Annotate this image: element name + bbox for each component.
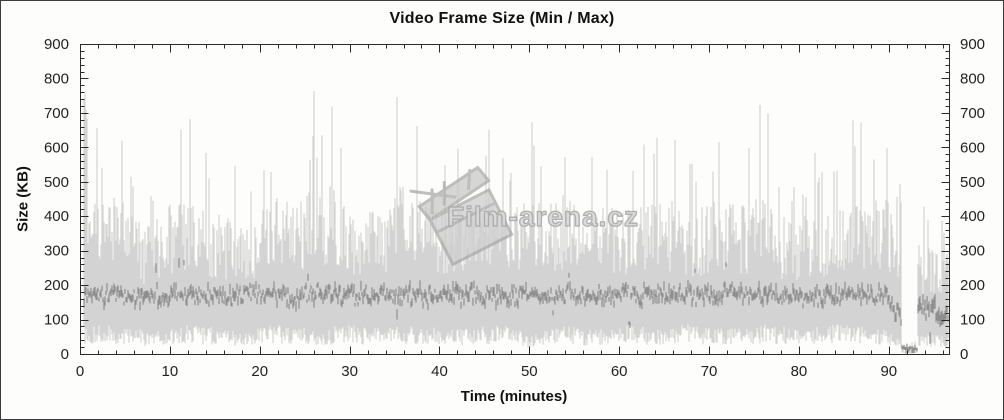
x-tick-label: 0 bbox=[76, 363, 84, 380]
x-tick-label: 80 bbox=[791, 363, 808, 380]
y-tick-label-left: 300 bbox=[44, 243, 69, 260]
x-tick-label: 20 bbox=[251, 363, 268, 380]
y-tick-label-right: 400 bbox=[960, 208, 985, 225]
y-tick-label-right: 500 bbox=[960, 174, 985, 191]
x-tick-label: 30 bbox=[341, 363, 358, 380]
y-tick-label-left: 800 bbox=[44, 70, 69, 87]
y-tick-label-left: 700 bbox=[44, 105, 69, 122]
minmax-range-band bbox=[83, 91, 949, 354]
y-tick-label-left: 0 bbox=[61, 346, 69, 363]
y-tick-label-right: 100 bbox=[960, 312, 985, 329]
y-tick-label-left: 400 bbox=[44, 208, 69, 225]
y-tick-label-right: 300 bbox=[960, 243, 985, 260]
x-tick-label: 10 bbox=[162, 363, 179, 380]
x-tick-label: 60 bbox=[611, 363, 628, 380]
axis-ticks bbox=[80, 44, 950, 355]
y-tick-label-right: 900 bbox=[960, 36, 985, 53]
y-tick-label-right: 800 bbox=[960, 70, 985, 87]
y-tick-label-right: 700 bbox=[960, 105, 985, 122]
y-tick-label-left: 200 bbox=[44, 277, 69, 294]
average-line bbox=[83, 258, 949, 354]
y-tick-label-left: 600 bbox=[44, 139, 69, 156]
chart-title: Video Frame Size (Min / Max) bbox=[389, 10, 615, 27]
x-tick-label: 40 bbox=[431, 363, 448, 380]
x-tick-label: 70 bbox=[701, 363, 718, 380]
x-axis-title: Time (minutes) bbox=[460, 388, 568, 405]
x-tick-label: 90 bbox=[880, 363, 897, 380]
plot-border bbox=[80, 44, 950, 355]
y-tick-label-right: 600 bbox=[960, 139, 985, 156]
y-tick-label-left: 900 bbox=[44, 36, 69, 53]
x-tick-label: 50 bbox=[521, 363, 538, 380]
y-tick-label-right: 0 bbox=[960, 346, 968, 363]
y-tick-label-left: 500 bbox=[44, 174, 69, 191]
y-tick-label-right: 200 bbox=[960, 277, 985, 294]
y-tick-label-left: 100 bbox=[44, 312, 69, 329]
